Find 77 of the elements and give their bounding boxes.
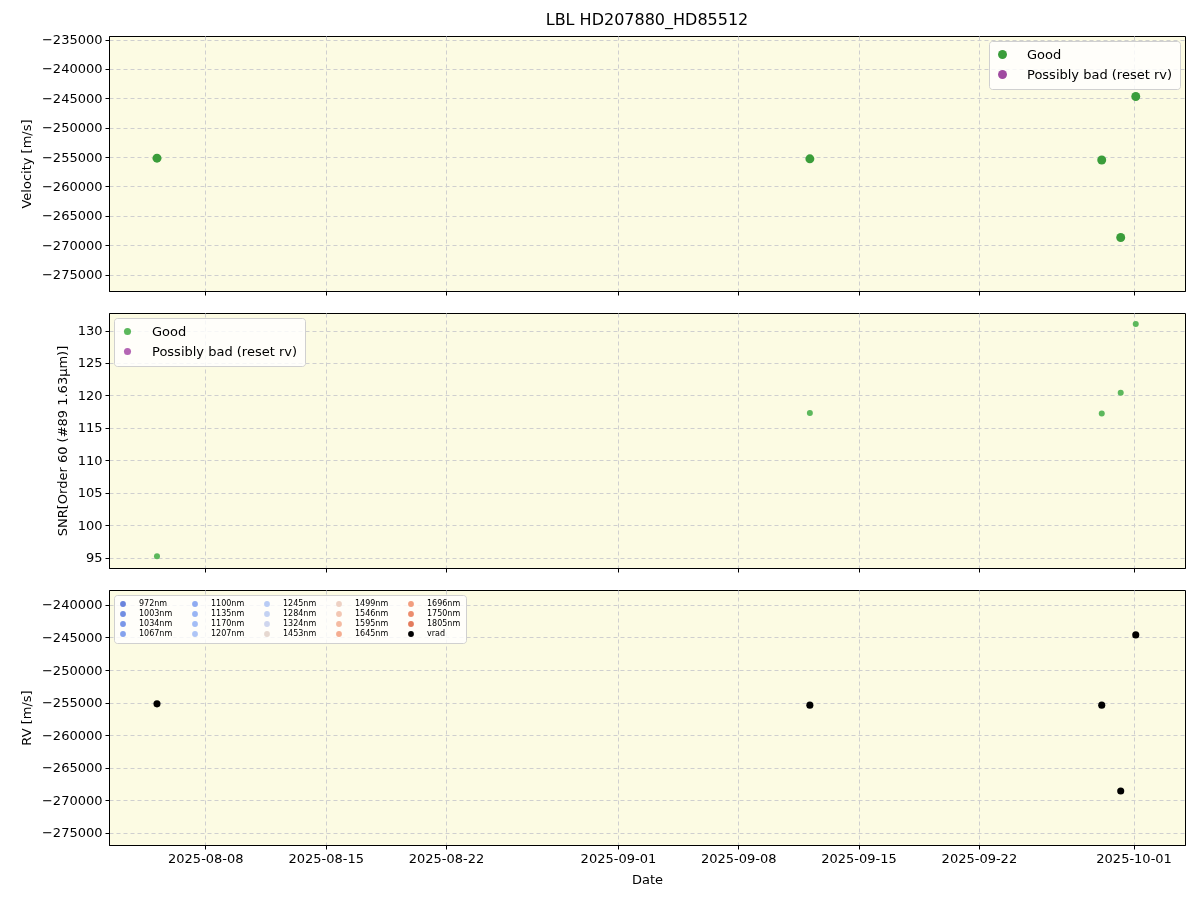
y-tick-label: 130: [77, 323, 103, 339]
y-tick-label: 95: [85, 550, 103, 566]
legend-label: 1453nm: [283, 629, 317, 638]
y-tick-label: −265000: [41, 760, 103, 776]
x-tick-label: 2025-08-08: [168, 850, 244, 866]
y-tick-label: −250000: [41, 120, 103, 136]
point: [153, 553, 160, 560]
point: [1132, 321, 1139, 328]
legend-label: 1034nm: [139, 619, 173, 628]
point: [1131, 92, 1141, 101]
legend-label: 1067nm: [139, 629, 173, 638]
legend-label: 1170nm: [211, 619, 245, 628]
point: [1098, 701, 1106, 709]
y-tick-label: 100: [77, 517, 103, 533]
legend-label: 1135nm: [211, 609, 245, 618]
legend-label: Good: [152, 323, 187, 339]
x-tick-label: 2025-09-15: [821, 850, 897, 866]
point: [806, 701, 814, 709]
legend-label: 1645nm: [355, 629, 389, 638]
y-tick-label: −270000: [41, 792, 103, 808]
point: [805, 154, 815, 164]
y-tick-label: −245000: [41, 90, 103, 106]
y-tick-label: −250000: [41, 662, 103, 678]
y-tick-label: −240000: [41, 597, 103, 613]
y-axis-title: SNR[Order 60 (#89 1.63μm)]: [54, 345, 70, 537]
point: [1097, 155, 1107, 165]
legend-label: Possibly bad (reset rv): [152, 343, 298, 359]
point: [152, 153, 162, 163]
x-tick-label: 2025-09-22: [941, 850, 1018, 866]
y-tick-label: −255000: [41, 695, 103, 711]
point: [1117, 787, 1125, 795]
y-tick-label: −255000: [41, 149, 103, 165]
legend-label: 1546nm: [355, 609, 389, 618]
legend-label: 1003nm: [139, 609, 173, 618]
legend-label: 1595nm: [355, 619, 389, 628]
legend-label: vrad: [427, 629, 446, 638]
x-tick-label: 2025-09-08: [700, 850, 777, 866]
point: [1117, 389, 1124, 396]
legend-label: 1805nm: [427, 619, 461, 628]
y-tick-label: −260000: [41, 178, 103, 194]
y-tick-label: 125: [77, 355, 103, 371]
legend-label: Good: [1027, 46, 1062, 62]
y-tick-label: 115: [77, 420, 103, 436]
y-tick-label: −275000: [41, 825, 103, 841]
y-tick-label: 110: [77, 452, 103, 468]
y-tick-label: −265000: [41, 208, 103, 224]
legend-label: Possibly bad (reset rv): [1027, 66, 1173, 82]
legend-label: 1499nm: [355, 599, 389, 608]
x-axis-title: Date: [631, 871, 664, 887]
legend-label: 1100nm: [211, 599, 245, 608]
legend-label: 1284nm: [283, 609, 317, 618]
y-tick-label: −245000: [41, 629, 103, 645]
x-tick-label: 2025-08-22: [408, 850, 485, 866]
legend-label: 1324nm: [283, 619, 317, 628]
legend-label: 1750nm: [427, 609, 461, 618]
chart-title: LBL HD207880_HD85512: [545, 9, 749, 30]
y-tick-label: −240000: [41, 61, 103, 77]
legend-label: 1207nm: [211, 629, 245, 638]
y-tick-label: −235000: [41, 32, 103, 48]
y-tick-label: 105: [77, 485, 103, 501]
point: [153, 700, 161, 708]
point: [1132, 631, 1140, 639]
y-tick-label: −275000: [41, 267, 103, 283]
x-tick-label: 2025-09-01: [580, 850, 657, 866]
x-tick-label: 2025-10-01: [1096, 850, 1172, 866]
x-tick-label: 2025-08-15: [288, 850, 364, 866]
point: [1116, 233, 1126, 242]
y-tick-label: −270000: [41, 237, 103, 253]
y-axis-title: RV [m/s]: [18, 690, 34, 746]
legend-label: 1245nm: [283, 599, 317, 608]
point: [806, 409, 813, 416]
legend-label: 1696nm: [427, 599, 461, 608]
y-axis-title: Velocity [m/s]: [18, 119, 34, 209]
y-tick-label: 120: [77, 387, 103, 403]
point: [1098, 410, 1105, 417]
legend-label: 972nm: [139, 599, 168, 608]
y-tick-label: −260000: [41, 727, 103, 743]
